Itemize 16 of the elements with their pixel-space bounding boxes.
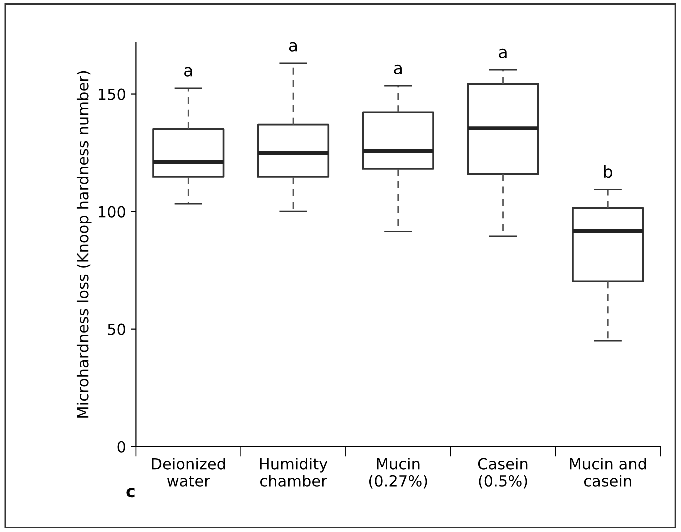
annotation: a [499,48,507,58]
y-tick-label: 50 [108,324,126,336]
x-tick-label: Mucin (0.27%) [369,458,428,489]
y-tick-label: 0 [118,441,126,453]
text: c [126,488,135,498]
annotation: a [394,64,402,74]
y-tick-label: 100 [98,206,126,218]
x-tick-label: Deionized water [152,458,226,487]
x-tick-label: Casein (0.5%) [478,458,528,489]
annotation: a [184,67,192,77]
annotation: a [289,42,298,52]
x-tick-label: Humidity chamber [260,458,328,487]
x-tick-label: Mucin and casein [570,458,646,487]
y-tick-label: 150 [98,88,126,100]
y-axis-title: Microhardness loss (Knoop hardness number) [76,71,92,418]
annotation: b [604,165,613,178]
